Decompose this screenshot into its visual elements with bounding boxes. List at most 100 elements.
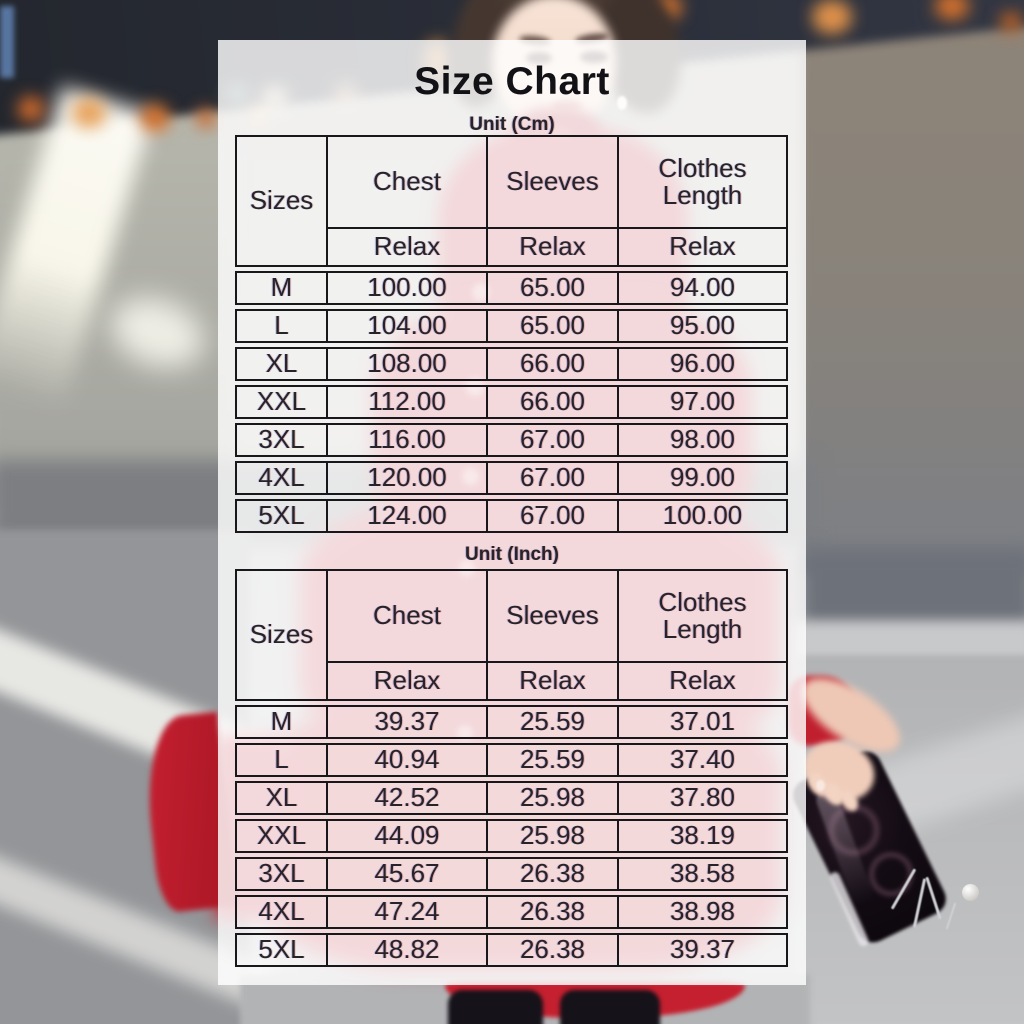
chest-cell: 48.82 [326,933,488,967]
length-cell: 97.00 [617,385,788,419]
sleeves-cell: 25.98 [486,781,619,815]
black-clutch-bag [787,746,952,948]
chest-cell: 120.00 [326,461,488,495]
left-wall [0,95,246,505]
bokeh-light [652,0,682,20]
length-cell: 38.19 [617,819,788,853]
size-cell: L [235,309,328,343]
size-cell: 4XL [235,895,328,929]
table-row: 3XL 45.67 26.38 38.58 [235,857,791,891]
right-wall [800,15,1024,575]
model-finger [837,787,862,815]
red-dress-hem [445,982,745,1018]
length-cell: 38.58 [617,857,788,891]
model-hand-on-bag [795,731,883,811]
sub-header-relax: Relax [617,227,788,267]
length-cell: 99.00 [617,461,788,495]
bag-chain [925,876,942,920]
light-streak-glow [101,285,214,380]
light-streak [0,86,153,411]
size-cell: 5XL [235,499,328,533]
bokeh-light [812,0,852,34]
bag-gloss-highlight [813,786,876,908]
bokeh-light [196,108,216,128]
chest-cell: 42.52 [326,781,488,815]
table-row: 5XL 124.00 67.00 100.00 [235,499,791,533]
length-cell: 94.00 [617,271,788,305]
table-row: 3XL 116.00 67.00 98.00 [235,423,791,457]
size-table-inch: Sizes Chest Sleeves Clothes Length Relax… [235,569,791,967]
size-cell: XL [235,347,328,381]
unit-label-inch: Unit (Inch) [465,544,559,565]
blue-edge-light [0,6,14,78]
model-finger [821,779,847,809]
column-header-sleeves: Sleeves [486,569,619,663]
bokeh-light [935,0,969,20]
floor-sheen [855,691,1024,839]
bokeh-light [140,104,170,132]
chest-cell: 47.24 [326,895,488,929]
table-row: L 40.94 25.59 37.40 [235,743,791,777]
right-floor [795,655,1024,1024]
chest-cell: 40.94 [326,743,488,777]
length-cell: 95.00 [617,309,788,343]
sleeves-cell: 67.00 [486,499,619,533]
model-leg [448,990,543,1024]
size-cell: XL [235,781,328,815]
table-row: XXL 44.09 25.98 38.19 [235,819,791,853]
size-cell: 3XL [235,423,328,457]
bag-chain [912,878,927,928]
column-header-chest: Chest [326,569,488,663]
length-cell: 96.00 [617,347,788,381]
bag-zipper-edge [828,870,871,948]
sleeves-cell: 67.00 [486,423,619,457]
chest-cell: 112.00 [326,385,488,419]
sleeves-cell: 25.59 [486,705,619,739]
sleeves-cell: 65.00 [486,309,619,343]
chest-cell: 104.00 [326,309,488,343]
sleeves-cell: 66.00 [486,385,619,419]
size-cell: XXL [235,385,328,419]
length-cell: 37.40 [617,743,788,777]
length-cell: 39.37 [617,933,788,967]
rose-emboss [815,791,893,869]
column-header-sizes: Sizes [235,135,328,267]
table-row: XXL 112.00 66.00 97.00 [235,385,791,419]
bag-chain [890,868,917,910]
chest-cell: 108.00 [326,347,488,381]
right-shadow-band [800,548,1024,626]
left-floor [0,530,250,1024]
length-cell: 37.80 [617,781,788,815]
chest-cell: 124.00 [326,499,488,533]
page-title: Size Chart [414,60,610,103]
model-arm [790,663,912,767]
model-hair [470,0,630,45]
rose-emboss [857,840,925,908]
length-cell: 98.00 [617,423,788,457]
bag-chain [945,902,957,930]
column-header-clothes-length: Clothes Length [617,569,788,663]
sleeves-cell: 66.00 [486,347,619,381]
size-cell: M [235,705,328,739]
model-finger [805,769,831,799]
size-cell: 4XL [235,461,328,495]
length-cell: 100.00 [617,499,788,533]
column-header-chest: Chest [326,135,488,229]
sub-header-relax: Relax [326,661,488,701]
length-cell: 37.01 [617,705,788,739]
sub-header-relax: Relax [617,661,788,701]
size-table-cm: Sizes Chest Sleeves Clothes Length Relax… [235,135,791,533]
bokeh-light [18,96,44,122]
model-leg [560,990,660,1024]
column-header-sizes: Sizes [235,569,328,701]
chest-cell: 116.00 [326,423,488,457]
size-cell: L [235,743,328,777]
sleeves-cell: 67.00 [486,461,619,495]
chest-cell: 45.67 [326,857,488,891]
sleeves-cell: 26.38 [486,857,619,891]
chest-cell: 39.37 [326,705,488,739]
table-row: L 104.00 65.00 95.00 [235,309,791,343]
table-header: Sizes Chest Sleeves Clothes Length Relax… [235,569,791,701]
table-row: M 39.37 25.59 37.01 [235,705,791,739]
